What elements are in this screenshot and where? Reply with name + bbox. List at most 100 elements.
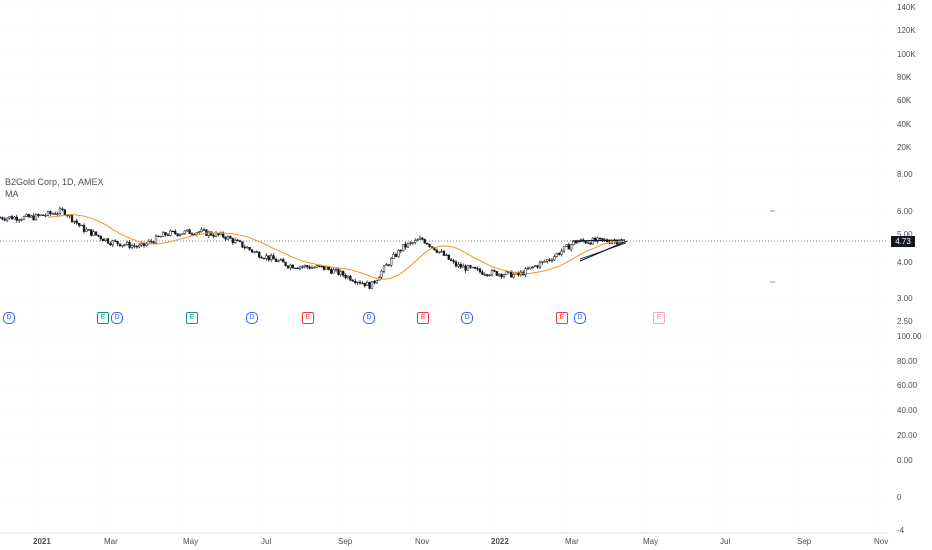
candle xyxy=(85,227,88,233)
candle xyxy=(289,263,292,271)
time-axis[interactable]: 2021 Mar May Jul Sep Nov 2022 Mar May Jul Sep Nov xyxy=(0,532,888,546)
candle xyxy=(442,249,446,256)
candle xyxy=(368,281,371,290)
candle xyxy=(586,241,590,244)
candle xyxy=(73,220,76,225)
candle xyxy=(543,259,546,263)
candle xyxy=(202,227,206,231)
candle xyxy=(390,256,393,268)
candle xyxy=(349,274,352,282)
candle xyxy=(243,244,246,250)
price-tick-label: 3.00 xyxy=(897,294,913,303)
earnings-marker[interactable]: E xyxy=(97,312,109,324)
candle xyxy=(212,232,215,238)
candle xyxy=(313,266,316,269)
candle xyxy=(102,238,105,241)
dividend-marker[interactable]: D xyxy=(363,312,375,324)
candle xyxy=(82,223,86,234)
dividend-marker[interactable]: D xyxy=(246,312,258,324)
triangle-pattern-drawing[interactable] xyxy=(571,239,628,262)
candle xyxy=(541,261,544,265)
candle xyxy=(344,273,347,280)
earnings-marker[interactable]: E xyxy=(417,312,429,324)
candle xyxy=(550,258,554,263)
candle xyxy=(562,246,566,254)
oscillator-axis[interactable]: 100.00 80.00 60.00 40.00 20.00 0.00 0 -4 xyxy=(897,332,922,535)
candle xyxy=(178,233,182,237)
candle xyxy=(361,281,364,285)
candle xyxy=(385,262,388,267)
candle xyxy=(406,242,410,248)
candle xyxy=(414,238,417,245)
candle xyxy=(358,280,362,285)
candle xyxy=(411,241,414,245)
candle xyxy=(241,241,244,248)
candle xyxy=(462,263,465,268)
candle xyxy=(253,251,256,254)
candle xyxy=(318,265,321,268)
oscillator-tick-label: 100.00 xyxy=(897,332,922,341)
candle xyxy=(121,244,124,248)
earnings-marker[interactable]: E xyxy=(653,312,665,324)
candle xyxy=(447,254,450,260)
candle xyxy=(20,218,23,222)
candle xyxy=(548,258,551,262)
candle xyxy=(92,229,95,236)
dividend-marker[interactable]: D xyxy=(111,312,123,324)
candle xyxy=(298,265,302,271)
candle xyxy=(1,216,4,221)
earnings-marker[interactable]: E xyxy=(302,312,314,324)
candle xyxy=(118,243,122,247)
candle xyxy=(258,250,261,259)
time-tick-label: Jul xyxy=(261,537,271,546)
candle xyxy=(428,243,431,248)
candle xyxy=(502,273,506,279)
earnings-marker[interactable]: E xyxy=(186,312,198,324)
candle xyxy=(397,249,400,258)
candle xyxy=(500,273,503,280)
candle xyxy=(140,241,143,248)
candle xyxy=(392,252,395,259)
candle xyxy=(409,241,412,246)
candle xyxy=(426,242,429,245)
candle xyxy=(126,240,129,246)
volume-tick-label: 120K xyxy=(897,26,916,35)
candle xyxy=(567,242,570,250)
time-tick-label: Jul xyxy=(720,537,730,546)
candle xyxy=(466,264,470,271)
candle xyxy=(418,235,422,240)
candle xyxy=(114,239,117,242)
trendline-upper xyxy=(571,239,626,242)
candle xyxy=(560,248,563,257)
candle xyxy=(555,252,558,258)
candle xyxy=(32,213,35,221)
chart-legend: B2Gold Corp, 1D, AMEX MA xyxy=(5,176,104,200)
candle xyxy=(272,253,275,260)
indicator-label[interactable]: MA xyxy=(5,189,19,199)
candle xyxy=(459,262,462,269)
candle xyxy=(534,264,537,268)
candle xyxy=(296,267,299,270)
candle xyxy=(486,273,489,278)
price-axis[interactable]: 8.00 6.00 5.00 4.00 3.00 2.50 xyxy=(897,170,913,326)
symbol-title[interactable]: B2Gold Corp, 1D, AMEX xyxy=(5,177,104,187)
time-tick-label: Mar xyxy=(104,537,118,546)
dividend-marker[interactable]: D xyxy=(3,312,15,324)
earnings-marker[interactable]: E xyxy=(556,312,568,324)
dividend-marker[interactable]: D xyxy=(574,312,586,324)
candle xyxy=(558,252,561,256)
candle xyxy=(238,239,242,243)
candle xyxy=(301,265,304,269)
volume-axis[interactable]: 140K 120K 100K 80K 60K 40K 20K xyxy=(897,3,916,152)
candle xyxy=(277,259,280,263)
volume-tick-label: 140K xyxy=(897,3,916,12)
candle xyxy=(18,218,21,223)
candle xyxy=(337,268,340,276)
candle xyxy=(22,215,26,220)
candle xyxy=(138,242,141,249)
dividend-marker[interactable]: D xyxy=(461,312,473,324)
time-tick-label: Sep xyxy=(338,537,353,546)
candle xyxy=(222,231,225,239)
candle xyxy=(198,231,201,235)
